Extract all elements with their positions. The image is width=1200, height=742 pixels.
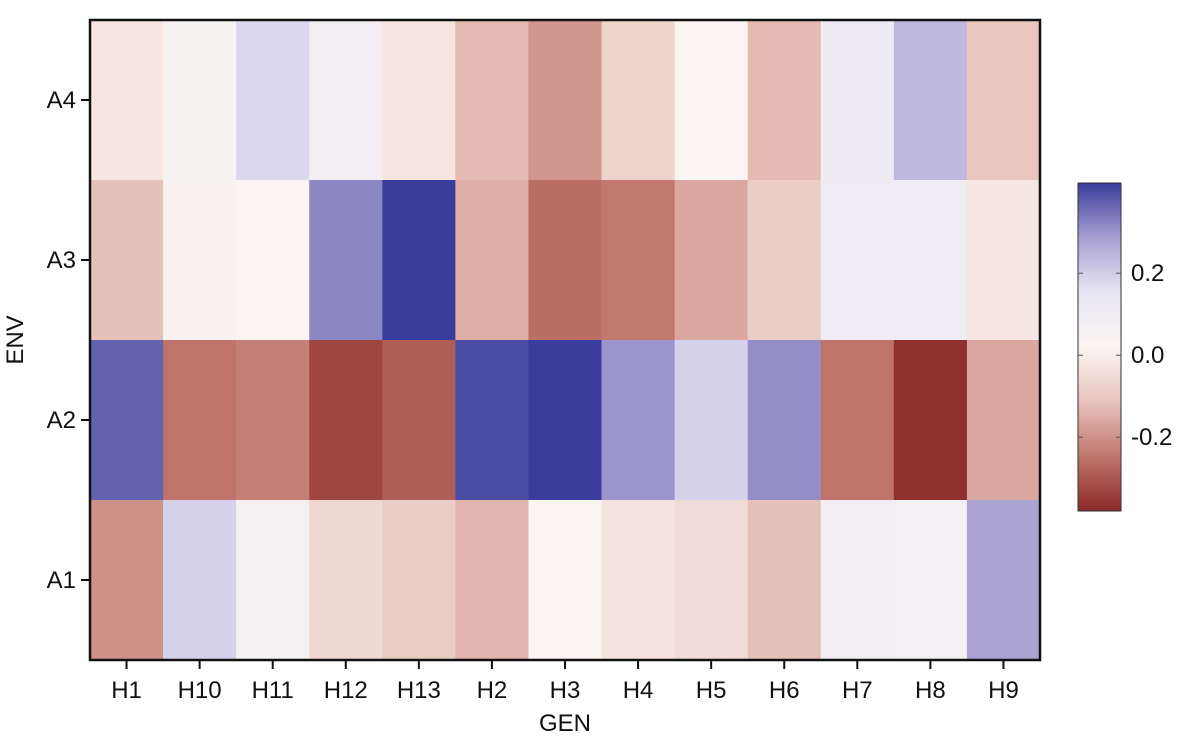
heatmap-cell-A2-H10 xyxy=(163,340,237,501)
heatmap-cell-A3-H11 xyxy=(236,180,310,341)
heatmap-cell-A4-H3 xyxy=(528,20,603,181)
heatmap-cell-A4-H12 xyxy=(309,20,383,181)
heatmap-cell-A4-H4 xyxy=(601,20,676,181)
heatmap-cell-A1-H3 xyxy=(528,500,603,661)
x-tick-label: H9 xyxy=(988,677,1019,704)
heatmap-cell-A2-H8 xyxy=(893,340,968,501)
heatmap-cell-A4-H5 xyxy=(674,20,749,181)
heatmap-cell-A1-H9 xyxy=(966,500,1041,661)
heatmap-cells xyxy=(90,20,1041,661)
heatmap-cell-A1-H5 xyxy=(674,500,749,661)
heatmap-cell-A1-H13 xyxy=(382,500,456,661)
y-tick-label: A1 xyxy=(47,567,76,594)
heatmap-cell-A3-H12 xyxy=(309,180,383,341)
heatmap-cell-A4-H8 xyxy=(893,20,968,181)
heatmap-cell-A4-H9 xyxy=(966,20,1041,181)
y-axis: A4 A3 A2 A1 xyxy=(47,87,90,594)
x-tick-label: H12 xyxy=(324,677,368,704)
heatmap-cell-A2-H1 xyxy=(90,340,164,501)
heatmap-cell-A4-H2 xyxy=(455,20,530,181)
heatmap-cell-A2-H12 xyxy=(309,340,383,501)
x-tick-label: H2 xyxy=(477,677,508,704)
heatmap-cell-A4-H1 xyxy=(90,20,164,181)
x-tick-label: H11 xyxy=(252,677,294,704)
x-tick-label: H5 xyxy=(696,677,727,704)
x-tick-label: H3 xyxy=(550,677,581,704)
heatmap-cell-A3-H13 xyxy=(382,180,456,341)
heatmap-cell-A1-H4 xyxy=(601,500,676,661)
colorbar xyxy=(1077,182,1122,512)
heatmap-cell-A4-H10 xyxy=(163,20,237,181)
heatmap-cell-A2-H9 xyxy=(966,340,1041,501)
heatmap-cell-A3-H8 xyxy=(893,180,968,341)
heatmap-cell-A3-H7 xyxy=(820,180,895,341)
heatmap-cell-A4-H6 xyxy=(747,20,822,181)
colorbar-tick-label: -0.2 xyxy=(1131,424,1172,451)
heatmap-cell-A4-H13 xyxy=(382,20,456,181)
heatmap-cell-A1-H8 xyxy=(893,500,968,661)
x-tick-label: H10 xyxy=(178,677,222,704)
heatmap-cell-A2-H6 xyxy=(747,340,822,501)
heatmap-cell-A1-H6 xyxy=(747,500,822,661)
x-tick-label: H8 xyxy=(915,677,946,704)
colorbar-tick-label: 0.2 xyxy=(1131,260,1164,287)
x-tick-label: H4 xyxy=(623,677,654,704)
heatmap-cell-A4-H11 xyxy=(236,20,310,181)
x-tick-label: H13 xyxy=(397,677,441,704)
heatmap-cell-A2-H7 xyxy=(820,340,895,501)
heatmap-cell-A3-H6 xyxy=(747,180,822,341)
heatmap-cell-A2-H4 xyxy=(601,340,676,501)
y-tick-label: A3 xyxy=(47,247,76,274)
x-tick-label: H1 xyxy=(111,677,142,704)
heatmap-cell-A2-H2 xyxy=(455,340,530,501)
x-axis: H1 H10 H11 H12 H13 H2 H3 H4 H5 H6 H7 H8 H9 xyxy=(111,660,1019,704)
heatmap-cell-A3-H10 xyxy=(163,180,237,341)
x-tick-label: H6 xyxy=(769,677,800,704)
heatmap-cell-A1-H7 xyxy=(820,500,895,661)
heatmap-cell-A2-H13 xyxy=(382,340,456,501)
heatmap-cell-A2-H3 xyxy=(528,340,603,501)
y-tick-label: A2 xyxy=(47,407,76,434)
y-tick-label: A4 xyxy=(47,87,76,114)
heatmap-cell-A1-H12 xyxy=(309,500,383,661)
heatmap-cell-A3-H1 xyxy=(90,180,164,341)
heatmap-cell-A1-H10 xyxy=(163,500,237,661)
heatmap-cell-A1-H2 xyxy=(455,500,530,661)
heatmap-cell-A1-H1 xyxy=(90,500,164,661)
heatmap-cell-A3-H2 xyxy=(455,180,530,341)
heatmap-cell-A3-H4 xyxy=(601,180,676,341)
heatmap-cell-A4-H7 xyxy=(820,20,895,181)
heatmap-cell-A1-H11 xyxy=(236,500,310,661)
heatmap-cell-A3-H5 xyxy=(674,180,749,341)
colorbar-ticks: 0.2 0.0 -0.2 xyxy=(1078,260,1172,451)
x-tick-label: H7 xyxy=(842,677,873,704)
heatmap-cell-A3-H3 xyxy=(528,180,603,341)
y-axis-title: ENV xyxy=(2,315,29,364)
heatmap-cell-A2-H11 xyxy=(236,340,310,501)
x-axis-title: GEN xyxy=(539,710,591,737)
heatmap-cell-A2-H5 xyxy=(674,340,749,501)
colorbar-tick-label: 0.0 xyxy=(1131,342,1164,369)
heatmap-cell-A3-H9 xyxy=(966,180,1041,341)
